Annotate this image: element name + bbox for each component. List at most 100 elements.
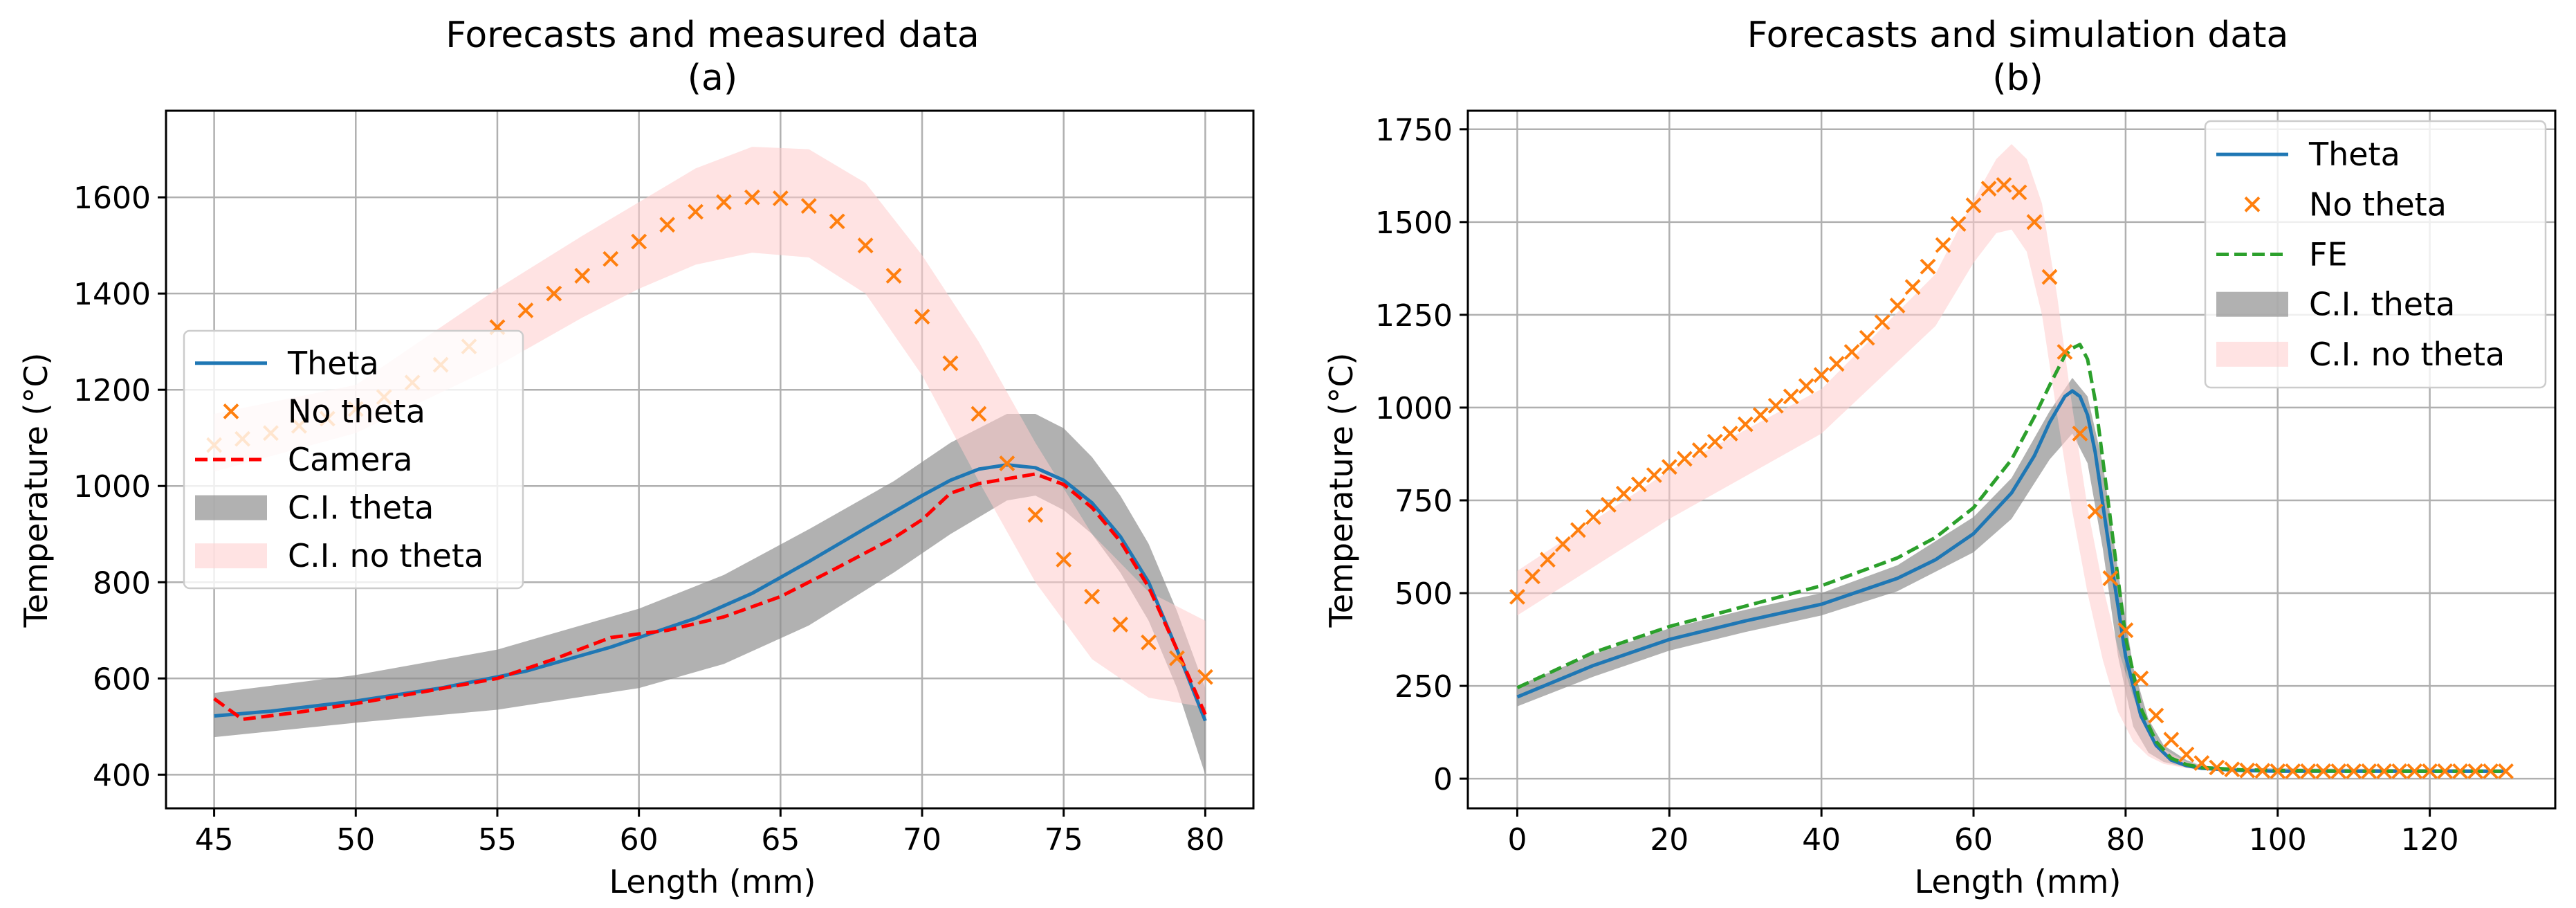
chart-b-marker-no-theta: [2391, 763, 2408, 779]
chart-a-ytick-label: 1000: [73, 469, 151, 505]
chart-a-marker-no-theta: [659, 217, 676, 233]
chart-b-marker-no-theta: [1615, 485, 1632, 502]
chart-b-marker-no-theta: [1813, 367, 1830, 383]
chart-a-marker-no-theta: [517, 302, 534, 318]
chart-a-series-camera-line: [213, 472, 1207, 721]
chart-b-marker-no-theta: [1706, 433, 1723, 450]
chart-b-marker-no-theta: [2163, 732, 2180, 748]
chart-b-marker-no-theta: [2300, 763, 2317, 779]
chart-a-marker-no-theta: [574, 268, 591, 284]
chart-b-ticks: 0 20 40 60 80 100 120 0 250 500 750 1000 1250 1500 175…: [1375, 113, 2459, 857]
chart-b-legend-entry-theta: Theta: [2216, 136, 2400, 173]
chart-b-marker-no-theta: [2072, 426, 2088, 442]
chart-b-legend-entry-theta-label: Theta: [2308, 136, 2400, 173]
chart-a-marker-no-theta: [800, 198, 817, 215]
chart-a-legend-entry-c-i-theta-swatch: [195, 495, 267, 520]
chart-b-marker-no-theta: [2285, 763, 2301, 779]
chart-a-marker-no-theta: [1056, 552, 1072, 568]
chart-b-marker-no-theta: [2193, 755, 2210, 772]
chart-a-title: Forecasts and measured data: [445, 15, 979, 56]
chart-b-legend-entry-fe-label: FE: [2309, 236, 2348, 273]
chart-b-xtick-label: 120: [2401, 822, 2459, 857]
chart-a-ytick-label: 400: [93, 758, 151, 793]
chart-panel-a: 45 50 55 60 65 70 75 80 400 600 800 1000 1200 1400 160…: [17, 15, 1255, 900]
chart-a-marker-no-theta: [716, 194, 732, 210]
chart-a-marker-no-theta: [970, 406, 987, 422]
chart-b-ytick-label: 250: [1395, 669, 1453, 705]
chart-a-marker-no-theta: [1027, 507, 1044, 523]
chart-a-xtick-label: 60: [620, 822, 659, 857]
chart-b-marker-no-theta: [1767, 397, 1784, 414]
chart-a-marker-no-theta: [688, 203, 703, 220]
chart-b-marker-no-theta: [2239, 762, 2256, 779]
chart-b-legend-entry-c-i-theta-swatch: [2216, 291, 2288, 317]
chart-b-xtick-label: 80: [2106, 822, 2145, 857]
chart-a-legend-entry-c-i-no-theta: C.I. no theta: [195, 537, 484, 574]
chart-b-legend-entry-c-i-theta-label: C.I. theta: [2309, 286, 2455, 323]
chart-b-marker-no-theta: [1935, 237, 1951, 253]
chart-b-xtick-label: 0: [1507, 822, 1527, 857]
chart-b-legend-entry-c-i-theta: C.I. theta: [2216, 286, 2455, 323]
chart-a-axes-frame: [165, 109, 1255, 810]
chart-a-marker-no-theta: [1197, 669, 1213, 685]
chart-a-legend-entry-camera-label: Camera: [288, 441, 413, 478]
chart-a-legend-entry-c-i-no-theta-label: C.I. no theta: [288, 537, 484, 574]
chart-a-legend-entry-camera: Camera: [195, 441, 413, 478]
chart-b-ytick-label: 1500: [1375, 206, 1453, 241]
chart-a-marker-no-theta: [857, 237, 874, 254]
chart-b-marker-no-theta: [2467, 763, 2483, 779]
chart-b-marker-no-theta: [2148, 707, 2164, 724]
chart-a-marker-no-theta: [829, 213, 845, 230]
chart-a-marker-no-theta: [1141, 634, 1157, 651]
chart-b-marker-no-theta: [1950, 216, 1967, 232]
chart-a-subtitle: (a): [688, 57, 737, 99]
chart-b-subtitle: (b): [1992, 57, 2043, 99]
chart-a-ytick-label: 1600: [73, 181, 151, 216]
chart-a-legend-entry-no-theta-label: No theta: [288, 392, 425, 430]
chart-a-marker-no-theta: [546, 285, 562, 302]
chart-a-ytick-label: 1400: [73, 277, 151, 312]
chart-b-xtick-label: 100: [2249, 822, 2307, 857]
chart-b-marker-no-theta: [2498, 763, 2514, 779]
chart-b-legend-entry-no-theta: No theta: [2244, 185, 2447, 223]
chart-b-marker-no-theta: [1904, 279, 1921, 296]
chart-a-legend-entry-c-i-no-theta-swatch: [195, 543, 267, 569]
chart-b-marker-no-theta: [2178, 746, 2195, 763]
chart-a-legend-entry-c-i-theta-label: C.I. theta: [288, 489, 434, 527]
chart-b-marker-no-theta: [1737, 416, 1754, 433]
chart-b-marker-no-theta: [2254, 763, 2271, 779]
chart-b-title: Forecasts and simulation data: [1747, 15, 2289, 56]
chart-b-marker-no-theta: [2209, 759, 2225, 776]
chart-b-marker-no-theta: [1691, 442, 1708, 459]
chart-a-ytick-label: 800: [93, 565, 151, 601]
chart-b-legend-entry-c-i-no-theta: C.I. no theta: [2216, 336, 2505, 373]
chart-a-marker-no-theta: [999, 455, 1015, 471]
chart-b-ytick-label: 0: [1433, 762, 1453, 797]
chart-b-marker-no-theta: [1600, 496, 1617, 513]
chart-b-marker-no-theta: [1859, 329, 1875, 346]
chart-b-marker-no-theta: [2057, 344, 2073, 360]
chart-b-marker-no-theta: [2011, 184, 2027, 201]
chart-b-xtick-label: 40: [1802, 822, 1841, 857]
chart-b-marker-no-theta: [2407, 763, 2423, 779]
chart-b-marker-no-theta: [1722, 426, 1738, 442]
chart-b-marker-no-theta: [1585, 509, 1601, 525]
chart-a-marker-no-theta: [1084, 588, 1101, 605]
chart-a-marker-no-theta: [1169, 650, 1185, 666]
chart-b-marker-no-theta: [1874, 314, 1890, 331]
chart-b-marker-no-theta: [1570, 522, 1586, 538]
chart-a-legend-box: [183, 329, 524, 590]
chart-b-marker-no-theta: [2483, 763, 2499, 779]
chart-b-marker-no-theta: [2224, 761, 2241, 778]
chart-b-series: [1509, 144, 2514, 779]
chart-a-marker-no-theta: [602, 251, 619, 267]
chart-b-marker-no-theta: [1920, 258, 1936, 275]
chart-b-legend-entry-no-theta-swatch: [2244, 196, 2261, 212]
chart-a-ticks: 45 50 55 60 65 70 75 80 400 600 800 1000 1200 1400 160…: [73, 181, 1224, 857]
chart-b-xlabel: Length (mm): [1915, 863, 2122, 900]
chart-b-marker-no-theta: [2422, 763, 2438, 779]
chart-a-marker-no-theta: [1112, 617, 1129, 633]
chart-a-ytick-label: 600: [93, 662, 151, 697]
chart-b-marker-no-theta: [1525, 568, 1540, 585]
chart-b-marker-no-theta: [2041, 269, 2058, 285]
